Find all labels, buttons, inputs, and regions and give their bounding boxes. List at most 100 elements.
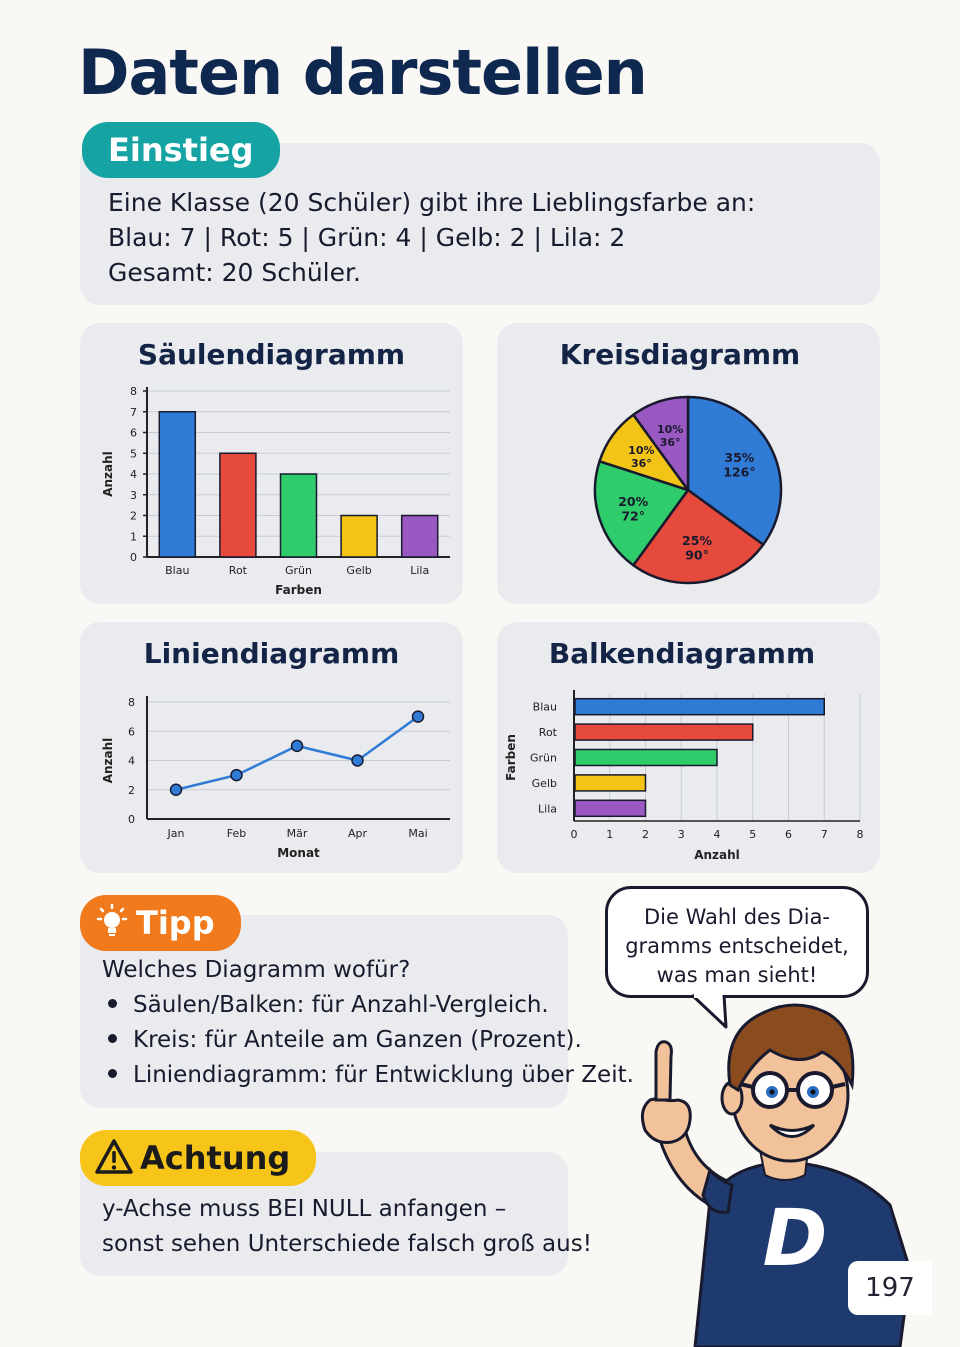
x-tick-label: Apr <box>348 827 368 840</box>
y-tick-label: 6 <box>128 725 135 738</box>
y-tick-label: 8 <box>128 696 135 709</box>
bullet-dot-icon <box>108 999 117 1008</box>
speech-line-2: gramms entscheidet, <box>625 934 849 958</box>
data-point <box>230 768 243 782</box>
pie-percent-label: 10% <box>657 423 683 436</box>
y-tick-label: 2 <box>130 510 137 523</box>
pie-slice <box>632 488 765 585</box>
x-tick-label: Grün <box>285 564 312 577</box>
pie-percent-label: 35% <box>724 450 754 465</box>
x-tick-label: Mai <box>408 827 427 840</box>
tip-bullet-text: Kreis: für Anteile am Ganzen (Prozent). <box>133 1027 582 1053</box>
pie-degree-label: 72° <box>621 508 645 523</box>
x-tick-label: Mär <box>287 827 308 840</box>
x-tick-label: Lila <box>410 564 429 577</box>
y-tick-label: 0 <box>128 813 135 826</box>
x-tick-label: Jan <box>167 827 185 840</box>
y-tick-label: 3 <box>130 489 137 502</box>
speech-bubble-tail <box>690 993 728 1029</box>
bar <box>574 748 718 767</box>
x-tick-label: Rot <box>229 564 248 577</box>
line-chart: 0 2 4 6 8 Jan Feb Mär Apr Mai Monat Anzahl <box>101 696 450 860</box>
bar <box>574 697 825 716</box>
tip-badge-label: Tipp <box>136 904 215 942</box>
series-line <box>175 715 419 791</box>
y-tick-label: 0 <box>130 551 137 564</box>
intro-badge: Einstieg <box>82 122 280 178</box>
tip-bullet: Liniendiagramm: für Entwicklung über Zei… <box>108 1062 634 1088</box>
pie-percent-label: 25% <box>682 533 712 548</box>
tip-badge: Tipp <box>80 895 241 951</box>
bar <box>400 514 439 558</box>
horizontal-bar-chart-title: Balkendiagramm <box>548 637 816 670</box>
pie-degree-label: 90° <box>685 547 709 562</box>
tip-question: Welches Diagramm wofür? <box>102 957 411 983</box>
y-tick-label: Gelb <box>532 777 557 790</box>
x-tick-label: 5 <box>749 828 756 841</box>
speech-line-3: was man sieht! <box>656 963 818 987</box>
horizontal-bar-chart-card <box>497 622 880 873</box>
x-tick-label: Feb <box>227 827 246 840</box>
y-axis-label: Farben <box>504 734 518 781</box>
y-axis-label: Anzahl <box>101 451 115 497</box>
speech-bubble: Die Wahl des Dia- gramms entscheidet, wa… <box>605 886 869 998</box>
warning-line-1: y-Achse muss BEI NULL anfangen – <box>102 1196 507 1222</box>
page-title: Daten darstellen <box>78 36 648 109</box>
pie-degree-label: 126° <box>723 464 755 479</box>
tip-bullet: Kreis: für Anteile am Ganzen (Prozent). <box>108 1027 582 1053</box>
x-axis-label: Farben <box>275 583 322 597</box>
pie-slice <box>593 460 690 567</box>
y-tick-label: 8 <box>130 385 137 398</box>
pie-slice <box>686 395 783 546</box>
y-tick-label: 4 <box>128 755 135 768</box>
x-tick-label: Blau <box>165 564 189 577</box>
x-axis-label: Monat <box>277 846 320 860</box>
x-tick-label: 7 <box>821 828 828 841</box>
x-tick-label: 0 <box>571 828 578 841</box>
pie-degree-label: 36° <box>660 436 681 449</box>
warning-triangle-icon <box>95 1139 133 1174</box>
column-chart: 0 1 2 3 4 5 6 7 8 Blau Rot Grün Gelb Lila Farben Anzahl <box>101 385 450 597</box>
x-tick-label: 1 <box>606 828 613 841</box>
warning-badge-label: Achtung <box>140 1139 291 1177</box>
pie-percent-label: 10% <box>628 444 654 457</box>
tip-bullet: Säulen/Balken: für Anzahl-Vergleich. <box>108 992 549 1018</box>
tip-bullet-text: Säulen/Balken: für Anzahl-Vergleich. <box>133 992 549 1018</box>
x-tick-label: 6 <box>785 828 792 841</box>
bar <box>219 452 257 558</box>
y-tick-label: 5 <box>130 447 137 460</box>
intro-line-3: Gesamt: 20 Schüler. <box>108 258 361 287</box>
pie-slice <box>632 395 690 492</box>
page-number: 197 <box>848 1261 932 1315</box>
bullet-dot-icon <box>108 1069 117 1078</box>
pie-chart: 35%126°25%90°20%72°10%36°10%36° <box>593 395 783 585</box>
data-point <box>290 739 304 753</box>
horizontal-bar-chart: 0 1 2 3 4 5 6 7 8 Blau Rot Grün Gelb Lila Anzahl Farben <box>504 690 864 862</box>
y-tick-label: 6 <box>130 427 137 440</box>
bar <box>574 774 647 792</box>
y-tick-label: Rot <box>539 726 558 739</box>
x-axis-label: Anzahl <box>694 848 740 862</box>
tip-bullet-text: Liniendiagramm: für Entwicklung über Zei… <box>133 1062 634 1088</box>
warning-badge: Achtung <box>80 1130 317 1186</box>
pie-percent-label: 20% <box>618 494 648 509</box>
y-tick-label: 1 <box>130 530 137 543</box>
y-tick-label: Blau <box>533 701 557 714</box>
lightbulb-icon <box>96 903 128 936</box>
x-tick-label: 3 <box>678 828 685 841</box>
intro-line-1: Eine Klasse (20 Schüler) gibt ihre Liebl… <box>108 188 756 217</box>
x-tick-label: Gelb <box>346 564 371 577</box>
bar <box>279 473 318 558</box>
line-chart-title: Liniendiagramm <box>143 637 400 670</box>
data-point <box>169 783 183 796</box>
speech-line-1: Die Wahl des Dia- <box>643 905 831 929</box>
pie-chart-title: Kreisdiagramm <box>559 338 801 371</box>
bar <box>574 723 754 741</box>
x-tick-label: 4 <box>714 828 721 841</box>
pie-degree-label: 36° <box>631 457 652 470</box>
intro-line-2: Blau: 7 | Rot: 5 | Grün: 4 | Gelb: 2 | L… <box>108 223 626 252</box>
line-chart-card <box>80 622 463 873</box>
y-tick-label: Lila <box>538 802 557 815</box>
bar <box>574 799 647 818</box>
y-tick-label: 2 <box>128 784 135 797</box>
